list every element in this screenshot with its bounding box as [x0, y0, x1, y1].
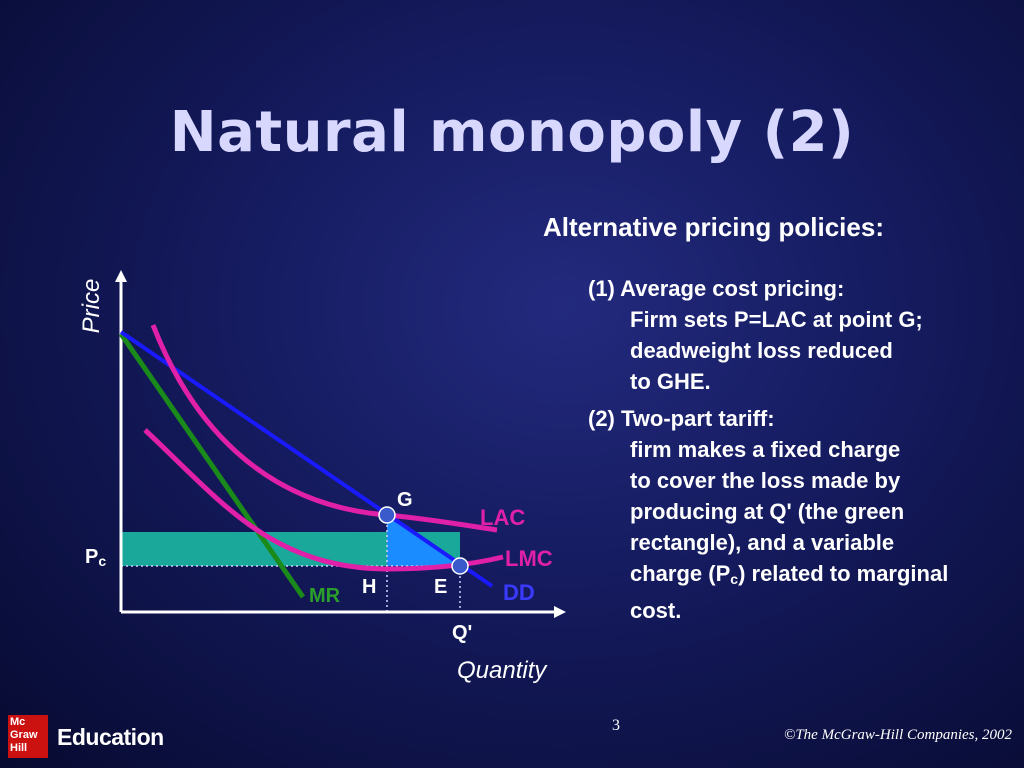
x-axis-label: Quantity [457, 657, 547, 684]
copyright-notice: ©The McGraw-Hill Companies, 2002 [783, 727, 1012, 743]
policy1-line: deadweight loss reduced [630, 338, 893, 363]
mcgraw-hill-logo: Mc Graw Hill [8, 715, 48, 758]
pc-label: Pc [85, 546, 106, 569]
y-axis-label: Price [78, 278, 105, 334]
lac-curve [150, 324, 498, 533]
point-h-label: H [362, 576, 377, 598]
lmc-label: LMC [505, 546, 553, 571]
policy1-heading: (1) Average cost pricing: [588, 276, 845, 301]
mr-curve [118, 332, 306, 599]
point-g-marker [378, 506, 396, 524]
slide-subtitle: Alternative pricing policies: [543, 212, 884, 242]
dd-demand-curve [119, 330, 494, 588]
policy2-line: charge (Pc) related to marginal [588, 558, 948, 595]
policy1-line: to GHE. [630, 369, 711, 394]
mr-label: MR [309, 585, 341, 607]
policy1-line: Firm sets P=LAC at point G; [630, 307, 923, 332]
policy-average-cost-pricing: (1) Average cost pricing: Firm sets P=LA… [588, 273, 923, 397]
page-number: 3 [612, 717, 620, 734]
point-e-marker [451, 557, 469, 575]
policy2-line: cost. [630, 598, 682, 623]
policy2-heading: (2) Two-part tariff: [588, 406, 775, 431]
logo-line: Mc [10, 716, 26, 728]
policy2-line: rectangle), and a variable [630, 530, 895, 555]
logo-line: Graw [10, 729, 38, 741]
point-e-label: E [434, 576, 448, 598]
dd-label: DD [503, 580, 535, 605]
lac-label: LAC [480, 505, 526, 530]
policy2-line: producing at Q' (the green [630, 499, 905, 524]
policy2-subscript: c [730, 571, 739, 587]
q-prime-label: Q' [452, 622, 473, 644]
slide-title: Natural monopoly (2) [169, 100, 855, 165]
policy2-line: firm makes a fixed charge [630, 437, 901, 462]
pc-label-subscript: c [98, 553, 107, 569]
policy2-text: ) related to marginal [738, 561, 949, 586]
pc-label-main: P [85, 546, 99, 568]
policy2-text: charge (P [630, 561, 731, 586]
education-logo-text: Education [57, 724, 164, 750]
logo-line: Hill [10, 742, 28, 754]
point-g-label: G [397, 489, 413, 511]
policy2-line: to cover the loss made by [630, 468, 901, 493]
policy-two-part-tariff: (2) Two-part tariff: firm makes a fixed … [588, 403, 948, 626]
